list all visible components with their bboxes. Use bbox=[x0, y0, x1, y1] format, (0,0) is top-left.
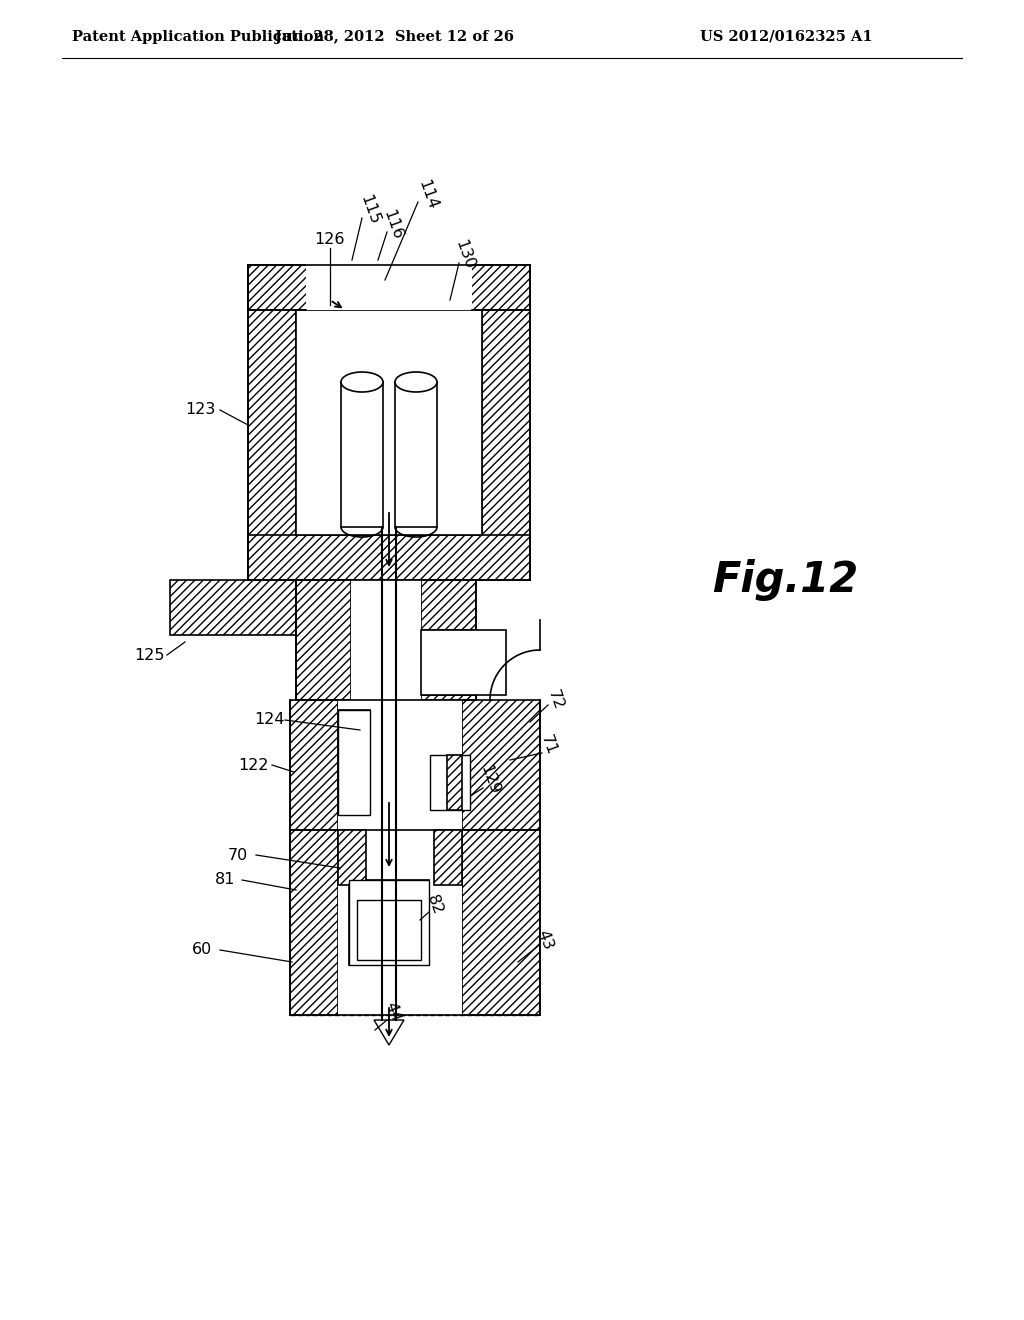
Bar bbox=[248, 535, 530, 579]
Bar bbox=[341, 381, 383, 527]
Bar bbox=[434, 830, 462, 884]
Bar bbox=[395, 381, 437, 527]
Text: 72: 72 bbox=[545, 688, 565, 711]
Bar bbox=[338, 830, 462, 884]
Text: 130: 130 bbox=[453, 238, 477, 272]
Text: 129: 129 bbox=[478, 763, 502, 797]
Text: 124: 124 bbox=[255, 713, 286, 727]
Bar bbox=[338, 830, 462, 1015]
Bar bbox=[447, 755, 462, 810]
Bar bbox=[338, 830, 366, 884]
Text: 44: 44 bbox=[383, 1001, 403, 1024]
Ellipse shape bbox=[395, 372, 437, 392]
Text: US 2012/0162325 A1: US 2012/0162325 A1 bbox=[700, 30, 872, 44]
Bar bbox=[349, 880, 429, 965]
Bar bbox=[482, 265, 530, 579]
Bar bbox=[248, 265, 296, 579]
Text: 43: 43 bbox=[535, 928, 555, 952]
Bar bbox=[357, 900, 421, 960]
Text: 70: 70 bbox=[228, 847, 248, 862]
Bar bbox=[421, 630, 476, 696]
Text: 125: 125 bbox=[135, 648, 165, 663]
Bar bbox=[290, 700, 338, 830]
Bar bbox=[421, 579, 476, 700]
Text: Jun. 28, 2012  Sheet 12 of 26: Jun. 28, 2012 Sheet 12 of 26 bbox=[275, 30, 514, 44]
Bar bbox=[351, 579, 421, 700]
Bar bbox=[421, 630, 506, 696]
Bar bbox=[290, 830, 338, 1015]
Text: 82: 82 bbox=[425, 892, 445, 917]
Bar bbox=[462, 830, 540, 1015]
Bar bbox=[296, 579, 351, 700]
Ellipse shape bbox=[341, 372, 383, 392]
Bar bbox=[338, 700, 462, 830]
Text: 60: 60 bbox=[191, 942, 212, 957]
Text: 116: 116 bbox=[381, 209, 406, 242]
Bar bbox=[430, 755, 470, 810]
Polygon shape bbox=[374, 1020, 404, 1045]
Text: 126: 126 bbox=[314, 232, 345, 248]
Bar bbox=[338, 710, 370, 814]
Bar bbox=[306, 260, 472, 310]
Text: 123: 123 bbox=[184, 403, 215, 417]
Bar bbox=[462, 700, 540, 830]
Bar bbox=[170, 579, 296, 635]
Bar bbox=[349, 880, 429, 965]
Text: 122: 122 bbox=[239, 758, 269, 772]
Text: Patent Application Publication: Patent Application Publication bbox=[72, 30, 324, 44]
Text: 81: 81 bbox=[215, 873, 236, 887]
Text: 114: 114 bbox=[416, 178, 440, 213]
Bar bbox=[296, 310, 482, 535]
Bar bbox=[248, 265, 530, 310]
Bar bbox=[338, 710, 370, 814]
Text: 71: 71 bbox=[538, 733, 558, 758]
Text: Fig.12: Fig.12 bbox=[712, 558, 858, 601]
Text: 115: 115 bbox=[357, 193, 382, 227]
